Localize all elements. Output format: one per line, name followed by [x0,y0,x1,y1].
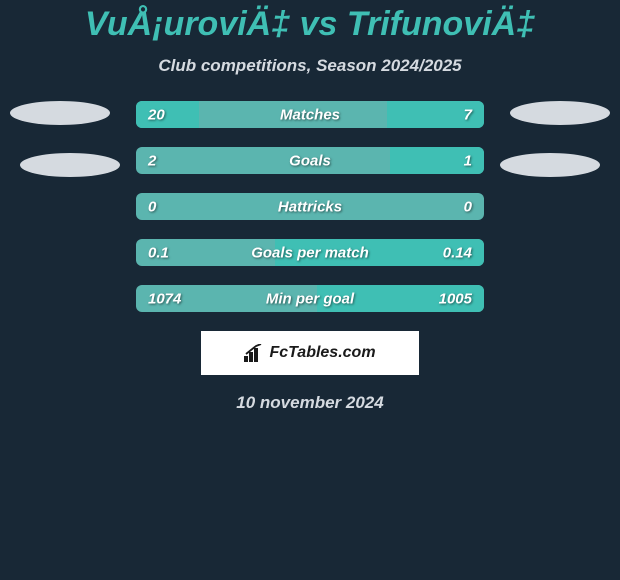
stat-row: 20 7 Matches [136,101,484,128]
stat-row: 1074 1005 Min per goal [136,285,484,312]
stat-right-value: 0 [464,198,472,215]
stat-label: Min per goal [266,290,354,307]
stat-row: 0 0 Hattricks [136,193,484,220]
stat-left-value: 1074 [148,290,181,307]
comparison-title: VuÅ¡uroviÄ‡ vs TrifunoviÄ‡ [0,5,620,44]
stat-label: Goals [289,152,331,169]
attribution-text: FcTables.com [269,344,375,362]
stat-label: Hattricks [278,198,342,215]
chart-icon [244,344,264,362]
stat-right-value: 1005 [439,290,472,307]
stat-label: Goals per match [251,244,369,261]
stat-left-value: 0 [148,198,156,215]
comparison-subtitle: Club competitions, Season 2024/2025 [0,56,620,76]
stat-row: 0.1 0.14 Goals per match [136,239,484,266]
attribution-badge: FcTables.com [201,331,419,375]
decoration-ellipse [510,101,610,125]
comparison-date: 10 november 2024 [0,393,620,413]
stat-left-value: 20 [148,106,165,123]
stat-left-value: 2 [148,152,156,169]
decoration-ellipse [10,101,110,125]
stat-left-value: 0.1 [148,244,169,261]
stats-area: 20 7 Matches 2 1 Goals 0 0 Hattricks 0.1 0.14 Goals… [0,101,620,312]
stat-right-value: 7 [464,106,472,123]
stat-right-value: 0.14 [443,244,472,261]
stat-row: 2 1 Goals [136,147,484,174]
stat-label: Matches [280,106,340,123]
stat-right-value: 1 [464,152,472,169]
decoration-ellipse [500,153,600,177]
stat-bars: 20 7 Matches 2 1 Goals 0 0 Hattricks 0.1 0.14 Goals… [136,101,484,312]
decoration-ellipse [20,153,120,177]
bar-fill-left [136,101,199,128]
